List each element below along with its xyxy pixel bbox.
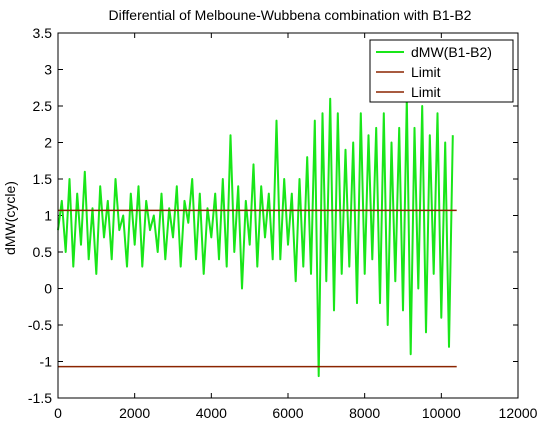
chart-title: Differential of Melboune-Wubbena combina… — [109, 7, 472, 23]
x-axis: 0 2000 4000 6000 8000 10000 12000 — [54, 33, 538, 421]
x-tick-label: 0 — [54, 405, 62, 421]
y-tick-label: 2 — [44, 135, 52, 151]
x-tick-label: 10000 — [422, 405, 461, 421]
plot-frame — [57, 32, 519, 399]
legend-label: Limit — [411, 64, 441, 80]
legend-label: Limit — [411, 84, 441, 100]
x-tick-label: 2000 — [119, 405, 150, 421]
series-layer — [57, 97, 457, 378]
y-tick-label: 1.5 — [33, 171, 53, 187]
y-tick-label: 2.5 — [33, 98, 53, 114]
legend-label: dMW(B1-B2) — [411, 44, 492, 60]
x-tick-label: 6000 — [272, 405, 303, 421]
y-tick-label: -1 — [40, 354, 53, 370]
series-line-dmw — [57, 97, 454, 378]
y-tick-label: 1 — [44, 208, 52, 224]
x-tick-label: 12000 — [499, 405, 538, 421]
y-axis-label: dMW(cycle) — [2, 181, 18, 255]
y-tick-label: 3 — [44, 62, 52, 78]
y-tick-label: -0.5 — [28, 317, 52, 333]
y-tick-label: 0.5 — [33, 244, 53, 260]
y-tick-label: 3.5 — [33, 25, 53, 41]
y-tick-label: -1.5 — [28, 390, 52, 406]
y-axis: -1.5 -1 -0.5 0 0.5 1 1.5 2 2.5 3 3.5 — [28, 25, 518, 406]
x-tick-label: 4000 — [196, 405, 227, 421]
x-tick-label: 8000 — [349, 405, 380, 421]
y-tick-label: 0 — [44, 281, 52, 297]
legend: dMW(B1-B2) Limit Limit — [369, 39, 514, 103]
